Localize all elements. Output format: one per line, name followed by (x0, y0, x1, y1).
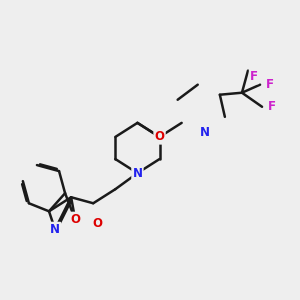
Text: N: N (132, 167, 142, 180)
Text: F: F (268, 100, 276, 113)
Text: O: O (154, 130, 164, 143)
Text: N: N (50, 223, 60, 236)
Text: F: F (266, 78, 274, 91)
Text: O: O (92, 217, 102, 230)
Text: N: N (200, 126, 210, 140)
Text: F: F (250, 70, 258, 83)
Text: O: O (70, 213, 80, 226)
